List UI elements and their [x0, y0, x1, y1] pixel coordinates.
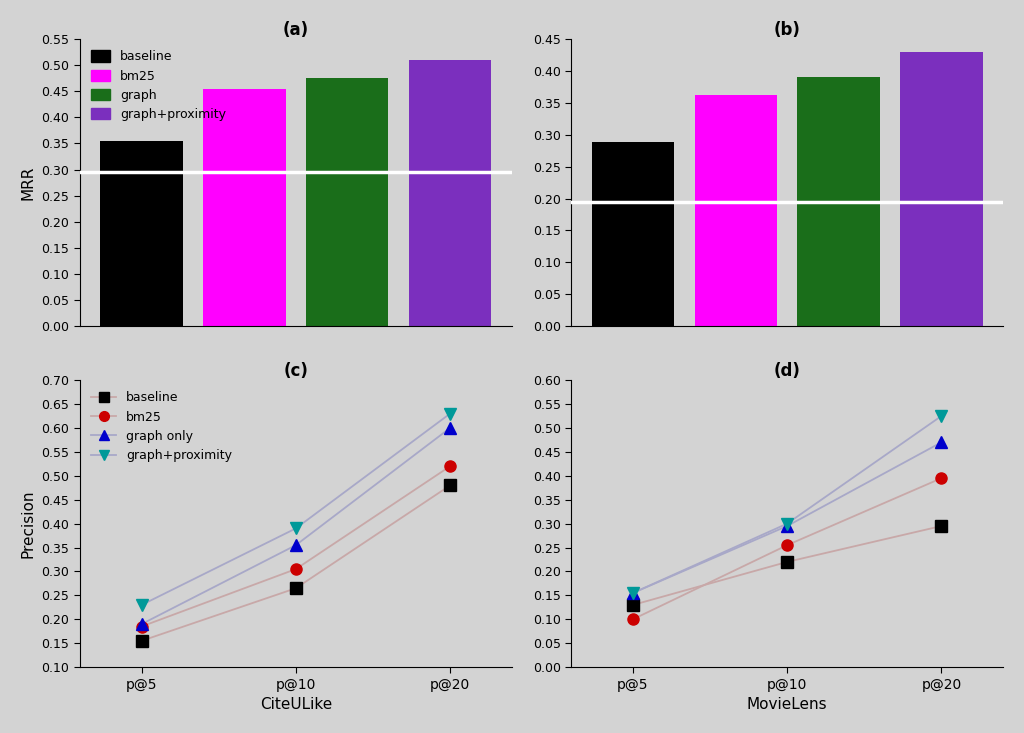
- Bar: [100, 141, 182, 326]
- Legend: baseline, bm25, graph only, graph+proximity: baseline, bm25, graph only, graph+proxim…: [86, 386, 237, 467]
- Y-axis label: MRR: MRR: [20, 166, 36, 200]
- Title: (b): (b): [774, 21, 801, 39]
- Bar: [798, 77, 880, 326]
- Bar: [592, 142, 674, 326]
- Bar: [409, 60, 492, 326]
- Bar: [694, 95, 777, 326]
- Title: (c): (c): [284, 362, 308, 380]
- Title: (a): (a): [283, 21, 309, 39]
- X-axis label: CiteULike: CiteULike: [260, 697, 332, 712]
- Y-axis label: Precision: Precision: [20, 490, 36, 558]
- Legend: baseline, bm25, graph, graph+proximity: baseline, bm25, graph, graph+proximity: [86, 45, 230, 126]
- Title: (d): (d): [774, 362, 801, 380]
- Bar: [900, 52, 983, 326]
- Bar: [203, 89, 286, 326]
- Bar: [306, 78, 388, 326]
- X-axis label: MovieLens: MovieLens: [746, 697, 827, 712]
